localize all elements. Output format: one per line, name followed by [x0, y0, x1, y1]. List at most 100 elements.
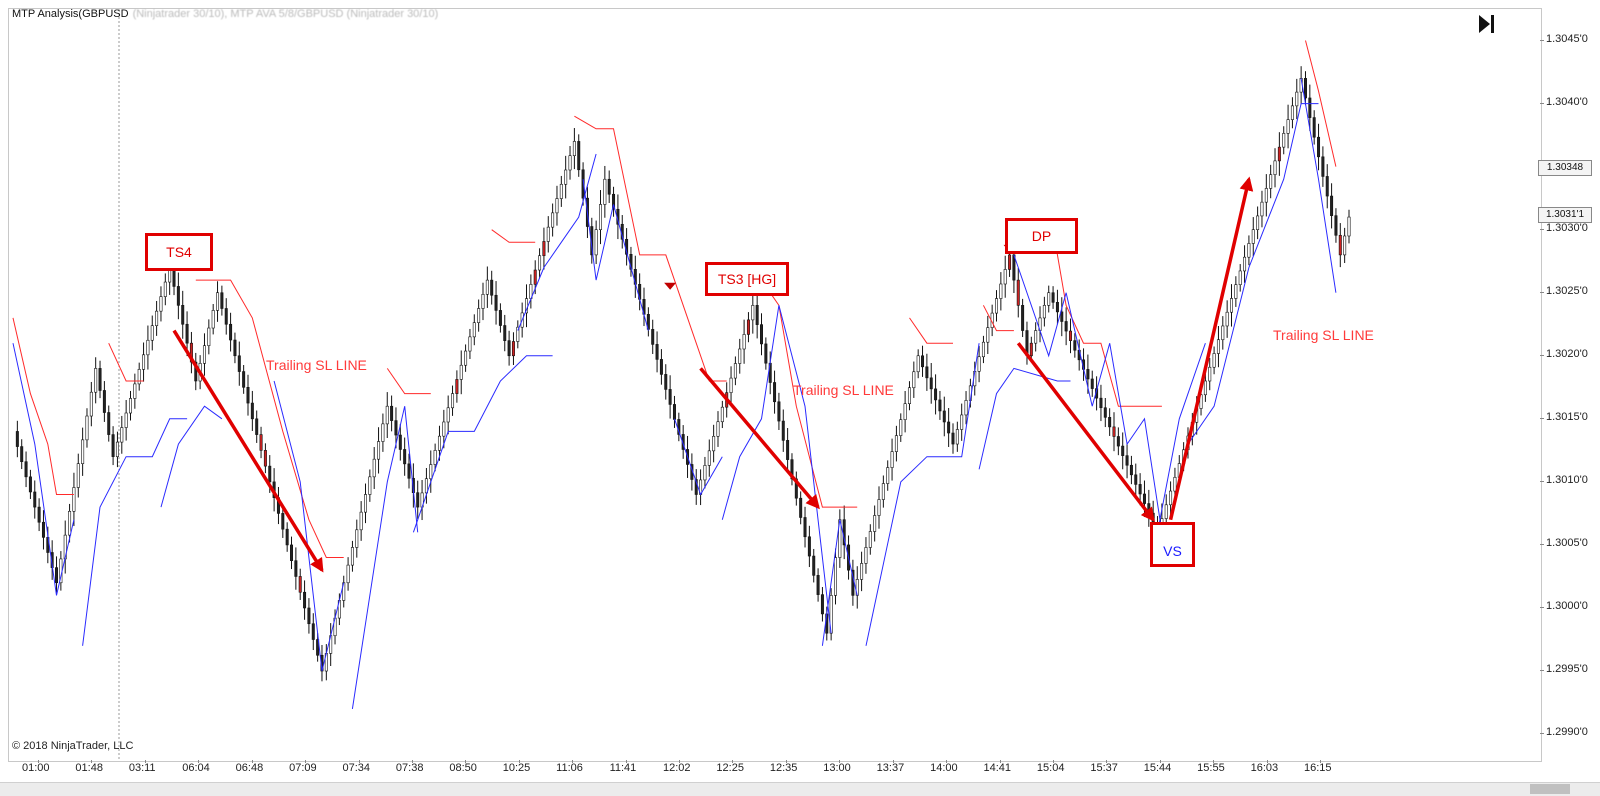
candle-body [894, 435, 898, 452]
candle-body [1029, 342, 1033, 357]
candle-body [281, 513, 285, 530]
candle-body [137, 369, 141, 385]
candle-body [85, 415, 89, 441]
candle-body [564, 169, 568, 185]
candle-body [1286, 119, 1290, 134]
candle-body [142, 354, 146, 370]
y-tick-label: 1.3045'0 [1546, 32, 1588, 45]
x-tick-mark [144, 760, 146, 763]
candle-body [1129, 464, 1133, 476]
candle-body [377, 441, 381, 460]
candle-body [242, 371, 246, 388]
candle-body [207, 327, 211, 346]
x-tick-mark [572, 760, 574, 763]
x-tick-label: 11:06 [556, 762, 583, 774]
candle-body [68, 511, 72, 536]
scroll-to-end-icon[interactable] [1476, 12, 1498, 36]
x-tick-label: 15:55 [1197, 762, 1225, 774]
candle-body [812, 555, 816, 576]
candle-body [860, 563, 864, 580]
candle-body [877, 499, 881, 516]
candle-body [1138, 484, 1142, 495]
candle-body [781, 420, 785, 441]
candle-body [533, 269, 537, 285]
x-tick-mark [518, 760, 520, 763]
candle-body [664, 374, 668, 390]
x-tick-label: 01:00 [22, 762, 50, 774]
candle-body [111, 434, 115, 457]
candle-body [729, 377, 733, 393]
resistance-line [12, 317, 74, 495]
candle-body [89, 391, 93, 417]
candle-body [977, 356, 981, 372]
candle-body [364, 494, 367, 513]
x-tick-mark [358, 760, 360, 763]
candle-body [1164, 504, 1168, 519]
candle-body [1277, 146, 1281, 162]
x-tick-label: 07:38 [395, 762, 424, 774]
candle-body [1330, 195, 1334, 216]
candle-body [651, 329, 655, 345]
candle-body [498, 310, 502, 326]
resistance-line [982, 305, 1014, 332]
candle-body [433, 450, 437, 465]
candle-body [742, 334, 746, 350]
x-tick-mark [91, 760, 93, 763]
title-obscured-text: (Ninjatrader 30/10), MTP AVA 5/8/GBPUSD … [132, 8, 439, 20]
candle-body [516, 326, 520, 342]
candle-body [655, 344, 659, 360]
x-tick-mark [38, 760, 39, 763]
x-tick-mark [251, 760, 253, 763]
price-chart[interactable] [9, 9, 1541, 761]
candle-body [246, 387, 250, 404]
candle-body [577, 141, 581, 171]
candle-body [229, 323, 233, 341]
candle-body [947, 421, 951, 434]
scrollbar-thumb[interactable] [1530, 784, 1570, 794]
candle-body [1230, 298, 1233, 313]
candle-body [1173, 476, 1177, 492]
candle-body [986, 327, 990, 343]
x-tick-mark [1320, 760, 1321, 763]
candle-body [1073, 340, 1077, 351]
candle-body [890, 451, 894, 468]
y-tick-label: 1.2990'0 [1546, 726, 1588, 739]
support-line [721, 305, 832, 634]
y-tick-mark [1540, 354, 1544, 356]
candle-body [755, 305, 759, 325]
x-tick-mark [1159, 760, 1161, 763]
chart-area[interactable] [8, 8, 1542, 762]
candle-body [733, 363, 737, 379]
candle-body [263, 450, 267, 467]
horizontal-scrollbar[interactable] [0, 782, 1600, 796]
candle-body [1169, 490, 1173, 506]
candle-body [350, 547, 354, 566]
candle-body [194, 361, 198, 382]
candle-body [76, 463, 80, 488]
x-tick-mark [305, 760, 307, 763]
x-tick-mark [198, 760, 200, 763]
y-tick-label: 1.3020'0 [1546, 347, 1588, 360]
x-tick-mark [1106, 760, 1108, 763]
candle-body [720, 406, 724, 423]
candle-body [951, 432, 955, 445]
candle-body [881, 483, 885, 500]
y-tick-label: 1.2995'0 [1546, 663, 1588, 676]
candle-body [603, 178, 607, 205]
dp-label-box: DP [1005, 218, 1078, 254]
candle-body [1243, 256, 1247, 272]
candle-body [907, 387, 911, 404]
y-tick-label: 1.3040'0 [1546, 95, 1588, 108]
trend-arrow [172, 329, 324, 573]
candle-body [1334, 215, 1338, 236]
candle-body [233, 339, 237, 357]
candle-body [559, 183, 563, 199]
candle-body [864, 547, 868, 564]
candle-body [934, 388, 938, 401]
resistance-line [491, 229, 536, 243]
candle-body [960, 414, 964, 430]
candle-body [1338, 234, 1342, 256]
candle-body [416, 492, 420, 508]
candle-body [202, 345, 206, 364]
candle-body [1325, 176, 1329, 197]
